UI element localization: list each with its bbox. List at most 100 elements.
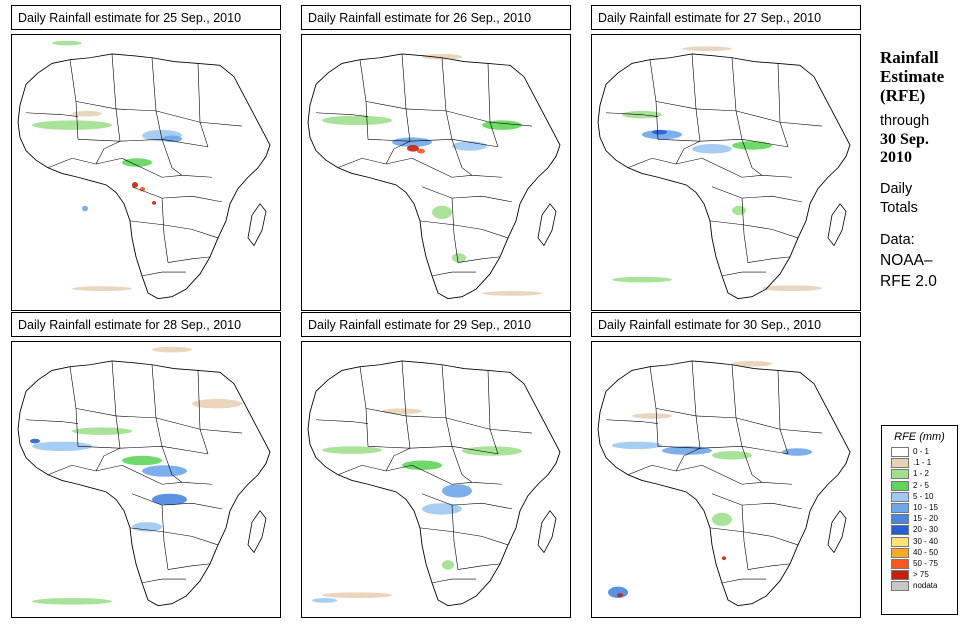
country-border [605, 419, 659, 424]
madagascar-outline [537, 510, 557, 554]
caption-through: through [880, 113, 930, 129]
country-border [115, 108, 157, 112]
rainfall-area [322, 446, 382, 454]
country-border [77, 139, 209, 148]
legend-item: .1 - 1 [882, 458, 957, 469]
country-border [489, 428, 533, 434]
rainfall-area [82, 205, 88, 212]
caption-data-version: RFE 2.0 [880, 273, 937, 290]
legend-label: nodata [913, 581, 938, 591]
legend-item: nodata [882, 581, 957, 592]
country-border [75, 408, 117, 417]
africa-map [597, 46, 851, 300]
rainfall-area [52, 40, 82, 46]
africa-coastline [17, 53, 271, 300]
country-border [315, 419, 369, 424]
rainfall-area [72, 110, 102, 117]
legend-swatch [891, 458, 909, 469]
country-border [385, 140, 411, 165]
rainfall-map [11, 34, 281, 311]
country-border [711, 186, 803, 203]
legend-label: 5 - 10 [913, 491, 934, 501]
country-border [141, 578, 186, 584]
country-border [419, 220, 509, 239]
country-border [401, 53, 411, 142]
country-border [457, 563, 501, 570]
rainfall-map [591, 341, 861, 618]
rainfall-area [132, 181, 138, 188]
country-border [441, 364, 453, 447]
side-caption: Rainfall Estimate (RFE) through 30 Sep. … [880, 48, 965, 292]
legend-title: RFE (mm) [894, 431, 945, 443]
madagascar-outline [247, 203, 267, 247]
africa-map [17, 346, 271, 607]
country-border [121, 465, 183, 485]
country-border [111, 360, 121, 449]
panel-title: Daily Rainfall estimate for 26 Sep., 201… [301, 5, 571, 30]
country-border [691, 360, 701, 449]
country-border [129, 220, 219, 239]
country-border [69, 59, 79, 140]
africa-map [307, 360, 561, 607]
country-border [95, 140, 121, 165]
country-border [441, 57, 453, 140]
legend-item: 20 - 30 [882, 525, 957, 536]
country-border [695, 108, 737, 112]
rainfall-area [122, 455, 162, 466]
panel-title: Daily Rainfall estimate for 27 Sep., 201… [591, 5, 861, 30]
rainfall-area [612, 276, 672, 283]
rainfall-panel-25-sep: Daily Rainfall estimate for 25 Sep., 201… [11, 5, 283, 311]
legend-label: > 75 [913, 570, 929, 580]
country-border [655, 408, 697, 417]
country-border [487, 370, 499, 454]
caption-heading-rfe: (RFE) [880, 86, 926, 105]
country-border [741, 139, 793, 178]
rainfall-area [382, 408, 422, 415]
country-border [131, 186, 223, 203]
country-border [451, 139, 503, 178]
legend-swatch [891, 480, 909, 491]
rainfall-map [591, 34, 861, 311]
rainfall-area [462, 446, 522, 456]
panel-title: Daily Rainfall estimate for 30 Sep., 201… [591, 312, 861, 337]
rainfall-area [322, 115, 392, 126]
country-border [627, 157, 703, 169]
rainfall-area [72, 286, 132, 292]
country-border [367, 139, 499, 148]
country-border [675, 140, 701, 165]
legend-swatch [891, 525, 909, 536]
legend-swatch [891, 514, 909, 525]
legend-item: 50 - 75 [882, 558, 957, 570]
country-border [69, 366, 79, 447]
country-border [337, 464, 413, 476]
africa-coastline [597, 360, 851, 607]
rainfall-area [612, 441, 662, 450]
caption-date-day: 30 Sep. [880, 131, 929, 148]
legend-item: 30 - 40 [882, 536, 957, 548]
rainfall-area [442, 484, 472, 498]
country-border [161, 505, 169, 570]
legend-swatch [891, 469, 909, 480]
country-border [411, 465, 473, 485]
country-border [451, 505, 459, 570]
legend-item: 2 - 5 [882, 480, 957, 492]
country-border [735, 110, 781, 123]
country-border [25, 419, 79, 424]
rainfall-panel-29-sep: Daily Rainfall estimate for 29 Sep., 201… [301, 312, 573, 618]
country-border [627, 464, 703, 476]
rainfall-area [652, 129, 667, 135]
rainfall-area [782, 448, 812, 456]
country-border [411, 158, 473, 178]
country-border [25, 112, 79, 117]
rainfall-map [301, 34, 571, 311]
country-border [47, 464, 123, 476]
legend-item: 40 - 50 [882, 547, 957, 559]
country-border [445, 417, 491, 430]
rainfall-area [722, 556, 726, 561]
country-border [657, 139, 789, 148]
rainfall-area [712, 512, 732, 526]
country-border [367, 446, 499, 455]
country-border [649, 59, 659, 140]
